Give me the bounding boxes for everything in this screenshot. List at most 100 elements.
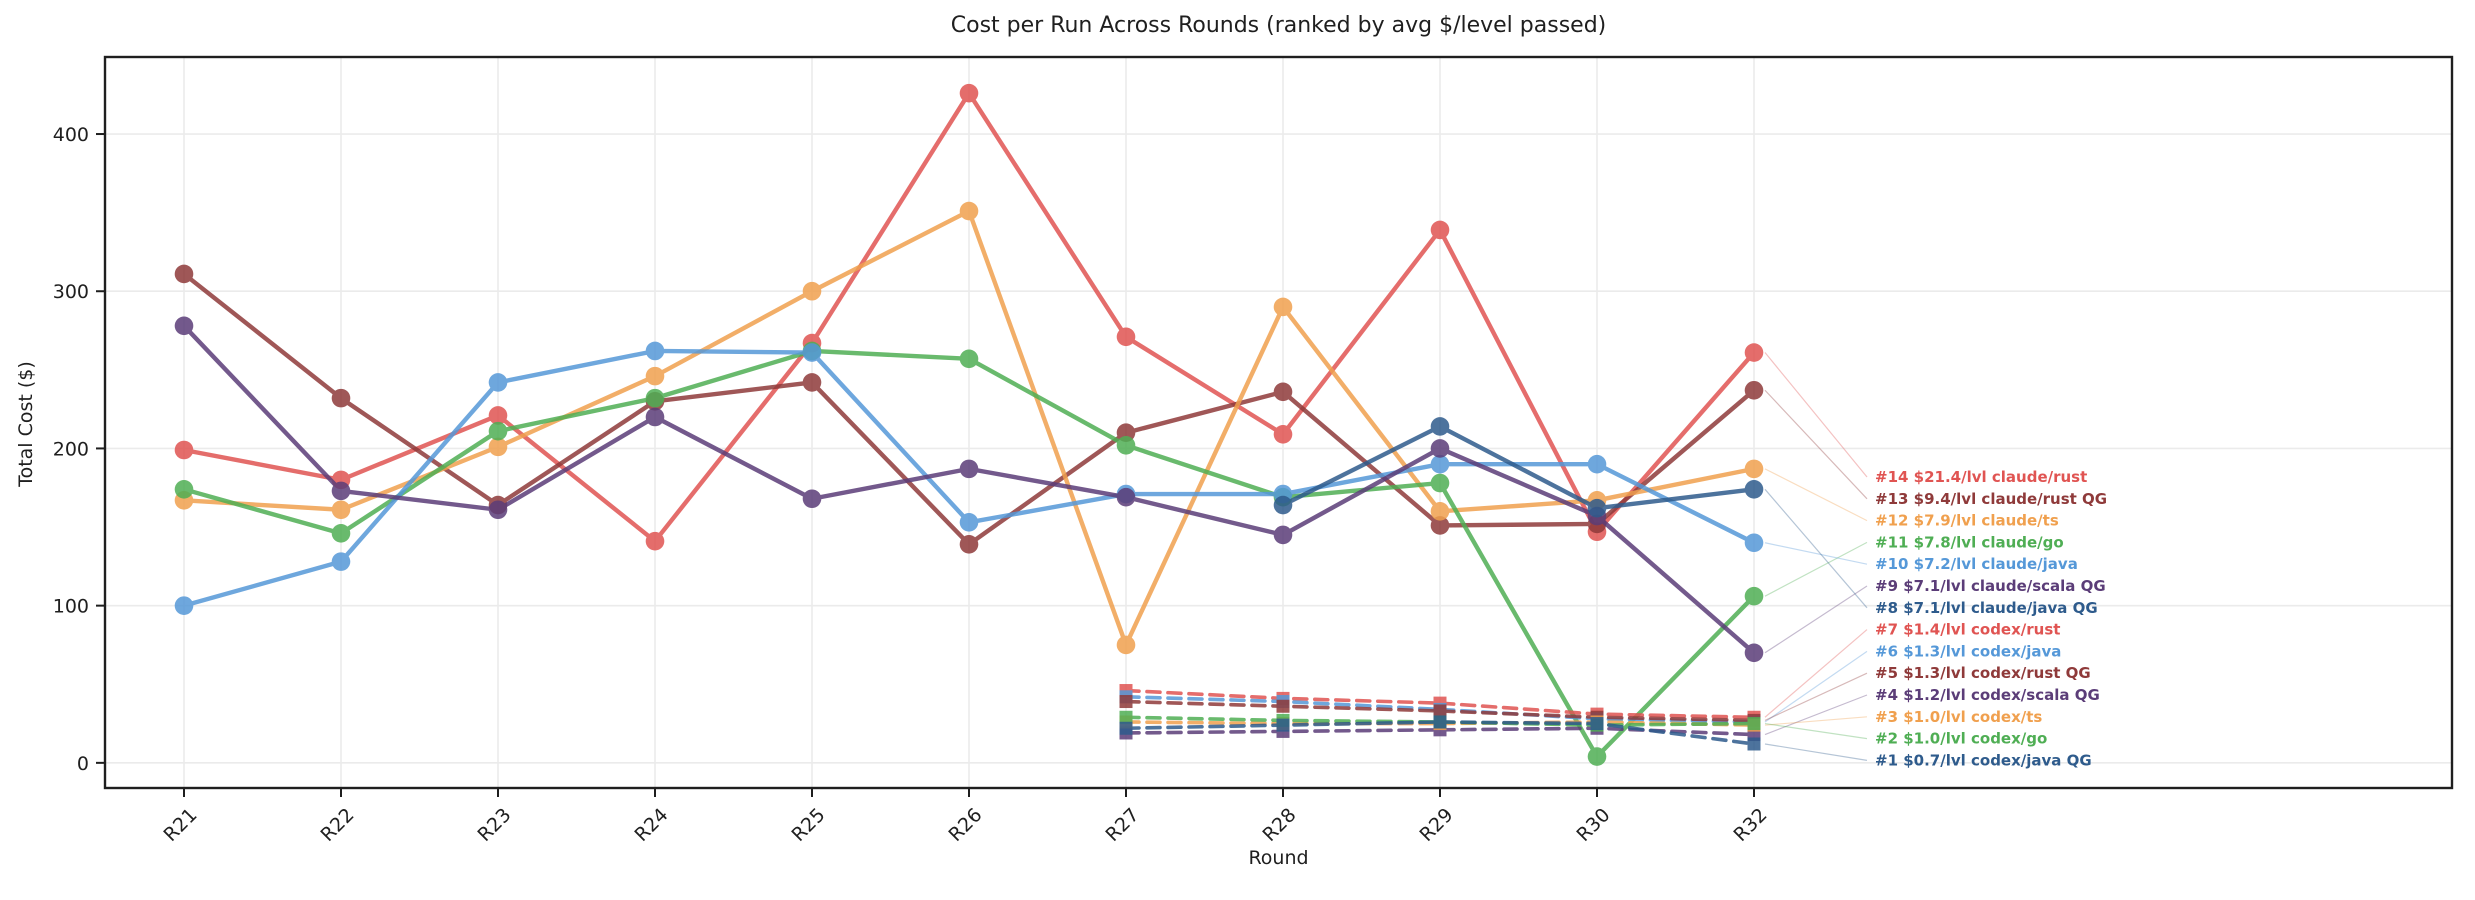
data-point — [1430, 439, 1450, 458]
legend-leader-line — [1764, 468, 1868, 522]
data-point — [1744, 343, 1764, 362]
data-point — [1430, 417, 1450, 436]
data-point — [802, 343, 822, 362]
data-point — [802, 489, 822, 509]
legend: #14 $21.4/lvl claude/rust #13 $9.4/lvl cl… — [1875, 468, 2107, 769]
data-point — [331, 552, 351, 571]
legend-entry: #9 $7.1/lvl claude/scala QG — [1875, 577, 2106, 595]
data-point — [1744, 586, 1764, 606]
data-point — [488, 421, 508, 441]
data-point — [959, 349, 979, 369]
y-tick-label: 0 — [77, 753, 89, 775]
chart-title: Cost per Run Across Rounds (ranked by av… — [950, 13, 1607, 38]
data-point — [174, 316, 194, 336]
data-point — [174, 440, 194, 460]
legend-entry: #12 $7.9/lvl claude/ts — [1875, 512, 2059, 530]
x-axis-label: Round — [1248, 847, 1309, 869]
data-point — [1587, 498, 1607, 518]
legend-leader-line — [1764, 629, 1868, 718]
legend-entry: #2 $1.0/lvl codex/go — [1875, 730, 2047, 748]
data-point — [959, 513, 979, 532]
data-point — [1116, 327, 1136, 347]
data-point — [1587, 747, 1607, 766]
legend-entry: #6 $1.3/lvl codex/java — [1875, 642, 2061, 660]
y-tick-labels: 0 100 200 300 400 — [53, 124, 89, 775]
data-point — [645, 388, 665, 408]
series-claude-scala-qg — [174, 316, 1764, 663]
data-point — [1119, 710, 1133, 724]
data-point — [1433, 715, 1447, 729]
data-point — [1116, 635, 1136, 655]
data-point — [1430, 220, 1450, 240]
data-point — [802, 281, 822, 301]
data-point — [174, 480, 194, 499]
legend-entry: #10 $7.2/lvl claude/java — [1875, 555, 2078, 573]
series-claude-java-qg — [1273, 417, 1764, 518]
y-axis-label: Total Cost ($) — [15, 361, 37, 487]
series-claude-rust — [174, 83, 1764, 551]
data-point — [488, 437, 508, 457]
data-point — [1590, 717, 1604, 731]
data-point — [1747, 737, 1761, 751]
data-point — [331, 524, 351, 543]
plot-border — [103, 55, 2454, 790]
legend-leader-line — [1764, 541, 1868, 597]
legend-entry: #14 $21.4/lvl claude/rust — [1875, 468, 2087, 486]
data-point — [1587, 454, 1607, 474]
data-point — [174, 596, 194, 615]
data-point — [1119, 721, 1133, 735]
data-point — [1430, 473, 1450, 493]
legend-entry: #11 $7.8/lvl claude/go — [1875, 533, 2064, 551]
legend-entry: #13 $9.4/lvl claude/rust QG — [1875, 490, 2107, 508]
data-point — [1273, 382, 1293, 402]
legend-entry: #4 $1.2/lvl codex/scala QG — [1875, 686, 2100, 704]
legend-leader-line — [1764, 585, 1868, 654]
legend-leader-line — [1764, 650, 1868, 723]
legend-entry: #8 $7.1/lvl claude/java QG — [1875, 599, 2098, 617]
data-point — [488, 373, 508, 392]
data-point — [488, 500, 508, 520]
data-point — [1744, 380, 1764, 400]
data-point — [1744, 533, 1764, 553]
y-tick-label: 100 — [53, 596, 89, 618]
y-tick-label: 200 — [53, 438, 89, 460]
data-point — [1119, 695, 1133, 709]
legend-entry: #1 $0.7/lvl codex/java QG — [1875, 751, 2092, 769]
legend-entry: #3 $1.0/lvl codex/ts — [1875, 708, 2042, 726]
legend-leader-line — [1764, 488, 1868, 609]
legend-entry: #5 $1.3/lvl codex/rust QG — [1875, 664, 2091, 682]
data-point — [1116, 487, 1136, 507]
data-point — [1433, 704, 1447, 718]
data-point — [1276, 718, 1290, 732]
data-point — [1273, 424, 1293, 444]
data-point — [959, 83, 979, 103]
legend-leader-line — [1764, 694, 1868, 736]
data-point — [488, 406, 508, 425]
legend-leader-line — [1764, 743, 1868, 761]
data-point — [174, 264, 194, 284]
series-codex-java-qg — [1119, 715, 1761, 751]
data-point — [1744, 459, 1764, 479]
data-point — [1430, 502, 1450, 521]
data-point — [1273, 495, 1293, 515]
legend-leader-line — [1764, 352, 1868, 478]
legend-leader-line — [1764, 389, 1868, 500]
data-point — [1276, 699, 1290, 713]
data-point — [1744, 480, 1764, 499]
data-point — [959, 201, 979, 221]
axis-ticks — [96, 133, 1755, 797]
data-point — [1273, 525, 1293, 545]
data-point — [331, 481, 351, 501]
data-point — [331, 500, 351, 520]
data-point — [1430, 516, 1450, 535]
data-point — [645, 341, 665, 361]
data-point — [331, 388, 351, 408]
y-tick-label: 300 — [53, 281, 89, 303]
data-point — [1116, 435, 1136, 455]
data-point — [802, 373, 822, 392]
data-point — [645, 407, 665, 427]
legend-leader-line — [1764, 722, 1868, 740]
